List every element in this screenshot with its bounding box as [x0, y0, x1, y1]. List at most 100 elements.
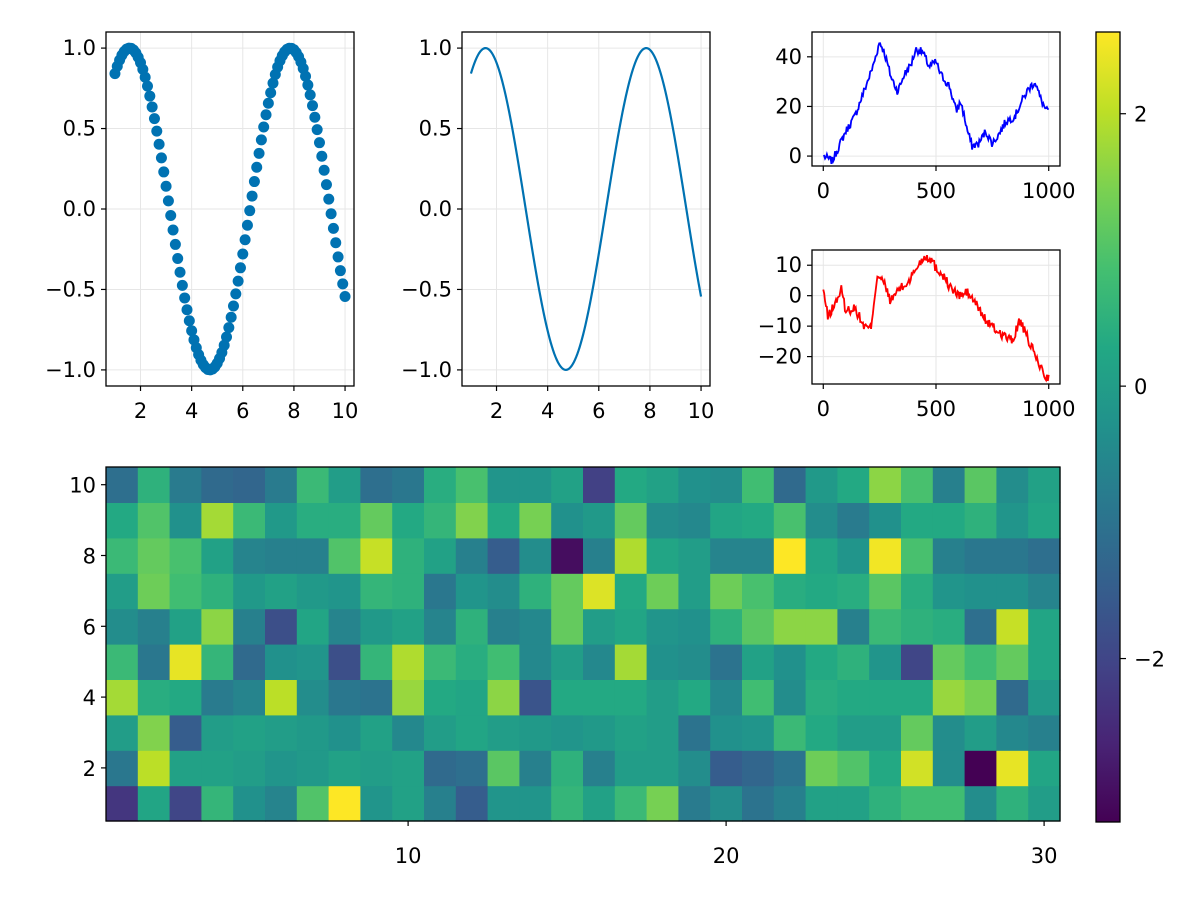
heatmap-cell [710, 679, 743, 716]
y-tick-label: −20 [758, 345, 802, 369]
heatmap-cell [901, 679, 934, 716]
heatmap-cell [169, 679, 202, 716]
heatmap-cell [583, 537, 616, 574]
heatmap-cell [1028, 608, 1061, 645]
heatmap-cell [837, 608, 870, 645]
heatmap-cell [742, 573, 775, 610]
heatmap-cell [424, 608, 457, 645]
heatmap-cell [551, 679, 584, 716]
heatmap-cell [901, 608, 934, 645]
heatmap-cell [265, 714, 298, 751]
heatmap-cell [424, 467, 457, 503]
heatmap-cell [678, 537, 711, 574]
heatmap-cell [519, 537, 552, 574]
y-tick-label: 10 [775, 253, 802, 277]
heatmap-cell [487, 644, 520, 680]
heatmap-cell [742, 502, 775, 539]
heatmap-cell [583, 785, 616, 822]
heatmap-cell [583, 714, 616, 751]
heatmap-cell [614, 537, 648, 574]
heatmap-cell [773, 502, 807, 539]
heatmap-cell [106, 785, 139, 822]
heatmap-cell [869, 714, 902, 751]
axes-frame [105, 466, 1061, 822]
heatmap-cell [773, 679, 807, 716]
heatmap-cell [742, 679, 775, 716]
heatmap-cell [742, 467, 775, 503]
scatter-point [176, 279, 188, 291]
heatmap-cell [455, 608, 489, 645]
heatmap-cell [869, 537, 902, 574]
scatter-point [253, 147, 265, 159]
heatmap-cell [487, 467, 520, 503]
heatmap-cell [773, 467, 807, 503]
heatmap-cell [869, 467, 902, 503]
heatmap-cell [455, 714, 489, 751]
y-tick-label: 1.0 [63, 36, 96, 60]
heatmap-cell [773, 785, 807, 822]
heatmap-cell [519, 502, 552, 539]
heatmap-cell [742, 750, 775, 787]
y-tick-label: 0.5 [63, 117, 96, 141]
heatmap-cell [678, 785, 711, 822]
walk-blue-series-line [823, 42, 1049, 165]
scatter-point [234, 262, 246, 274]
heatmap-cell [710, 785, 743, 822]
scatter-point [318, 164, 330, 176]
heatmap-cell [837, 785, 870, 822]
scatter-point [186, 325, 198, 337]
scatter-point [244, 205, 256, 217]
scatter-point [153, 138, 165, 150]
heatmap-cell [646, 608, 679, 645]
heatmap-cell [996, 608, 1029, 645]
heatmap-cell [169, 573, 202, 610]
heatmap-cell [964, 679, 997, 716]
heatmap-cell [201, 679, 234, 716]
heatmap-cell [932, 679, 966, 716]
heatmap-cell [646, 679, 679, 716]
heatmap-cell [932, 714, 966, 751]
heatmap-cell [106, 608, 139, 645]
heatmap-cell [137, 467, 171, 503]
heatmap-cell [455, 785, 489, 822]
heatmap-panel: 10 20 30 2 4 6 8 10 [69, 466, 1061, 868]
heatmap-cell [169, 537, 202, 574]
heatmap-cell [487, 608, 520, 645]
y-tick-label: 0 [789, 284, 802, 308]
heatmap-cell [551, 608, 584, 645]
scatter-point [179, 292, 191, 304]
heatmap-cell [805, 750, 838, 787]
heatmap-cell [233, 608, 266, 645]
heatmap-cell [328, 537, 361, 574]
scatter-point [248, 176, 260, 188]
plot-area [109, 42, 351, 376]
scatter-point [158, 166, 170, 178]
scatter-point [262, 97, 274, 109]
heatmap-cell [551, 537, 584, 574]
scatter-point [169, 238, 181, 250]
heatmap-cell [837, 467, 870, 503]
heatmap-cell [233, 573, 266, 610]
scatter-point [260, 109, 272, 121]
heatmap-cell [932, 537, 966, 574]
heatmap-cell [392, 467, 425, 503]
scatter-point [267, 77, 279, 89]
heatmap-cell [1028, 644, 1061, 680]
heatmap-cell [614, 750, 648, 787]
heatmap-cell [869, 502, 902, 539]
heatmap-cell [487, 679, 520, 716]
heatmap-cell [710, 502, 743, 539]
heatmap-cell [932, 644, 966, 680]
scatter-point [258, 121, 270, 133]
heatmap-cell [455, 750, 489, 787]
heatmap-cell [519, 467, 552, 503]
heatmap-cell [614, 644, 648, 680]
scatter-point [139, 71, 151, 83]
heatmap-cell [265, 467, 298, 503]
heatmap-cell [583, 573, 616, 610]
heatmap-cell [869, 573, 902, 610]
heatmap-cell [710, 714, 743, 751]
heatmap-cell [519, 644, 552, 680]
heatmap-cell [837, 679, 870, 716]
scatter-point [227, 300, 239, 312]
